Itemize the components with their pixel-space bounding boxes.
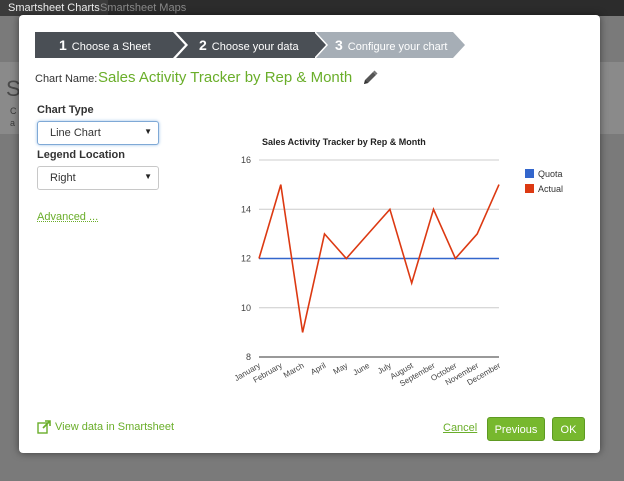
cancel-link[interactable]: Cancel — [443, 422, 478, 434]
legend-label: Quota — [538, 169, 563, 179]
chart-type-value: Line Chart — [50, 127, 101, 139]
step-arrow-shape — [315, 32, 465, 58]
step-label: Choose your data — [211, 41, 299, 53]
wizard-step-choose-data[interactable]: 2 Choose your data — [175, 32, 327, 58]
y-tick-label: 14 — [241, 204, 251, 214]
legend-label: Actual — [538, 184, 563, 194]
y-tick-label: 10 — [241, 303, 251, 313]
configure-chart-dialog: 1 Choose a Sheet 2 Choose your data 3 Confi… — [19, 15, 600, 453]
chart-type-label: Chart Type — [37, 104, 94, 116]
background-text: a — [10, 118, 16, 128]
legend-location-label: Legend Location — [37, 149, 125, 161]
series-line-actual — [258, 184, 500, 333]
x-tick-label: April — [309, 361, 328, 377]
step-number: 1 — [59, 37, 67, 53]
step-arrow-shape — [35, 32, 185, 58]
legend-swatch — [525, 169, 534, 178]
app-tab-bar: Smartsheet Charts Smartsheet Maps — [0, 0, 624, 16]
chart-name-label: Chart Name: — [35, 73, 98, 85]
chart-type-select[interactable]: Line Chart ▼ — [37, 121, 159, 145]
background-title: S — [6, 76, 21, 101]
view-data-label: View data in Smartsheet — [55, 421, 175, 433]
chart-title: Sales Activity Tracker by Rep & Month — [262, 137, 426, 147]
previous-button[interactable]: Previous — [487, 417, 545, 441]
step-number: 2 — [199, 37, 207, 53]
y-tick-label: 16 — [241, 155, 251, 165]
step-arrow-shape — [175, 32, 327, 58]
tab-smartsheet-charts[interactable]: Smartsheet Charts — [0, 0, 108, 16]
dropdown-arrow-icon: ▼ — [144, 127, 152, 136]
dropdown-arrow-icon: ▼ — [144, 172, 152, 181]
x-tick-label: May — [332, 361, 350, 376]
y-tick-label: 12 — [241, 254, 251, 264]
x-tick-label: June — [352, 361, 372, 378]
step-label: Configure your chart — [347, 41, 448, 53]
chart-name-value[interactable]: Sales Activity Tracker by Rep & Month — [98, 69, 353, 86]
wizard-step-choose-sheet[interactable]: 1 Choose a Sheet — [35, 32, 185, 58]
legend-swatch — [525, 184, 534, 193]
external-link-icon — [37, 420, 51, 437]
advanced-link[interactable]: Advanced ... — [37, 211, 99, 223]
step-number: 3 — [335, 37, 343, 53]
step-label: Choose a Sheet — [71, 41, 151, 53]
line-chart: Sales Activity Tracker by Rep & Month 8 10… — [233, 137, 563, 388]
tab-smartsheet-maps[interactable]: Smartsheet Maps — [100, 2, 187, 14]
legend-location-select[interactable]: Right ▼ — [37, 166, 159, 190]
wizard-step-configure-chart[interactable]: 3 Configure your chart — [315, 32, 465, 58]
y-tick-label: 8 — [246, 352, 251, 362]
legend-location-value: Right — [50, 172, 76, 184]
ok-button[interactable]: OK — [552, 417, 585, 441]
x-tick-label: March — [282, 361, 306, 380]
pencil-icon[interactable] — [361, 69, 379, 92]
background-text: C — [10, 106, 17, 116]
